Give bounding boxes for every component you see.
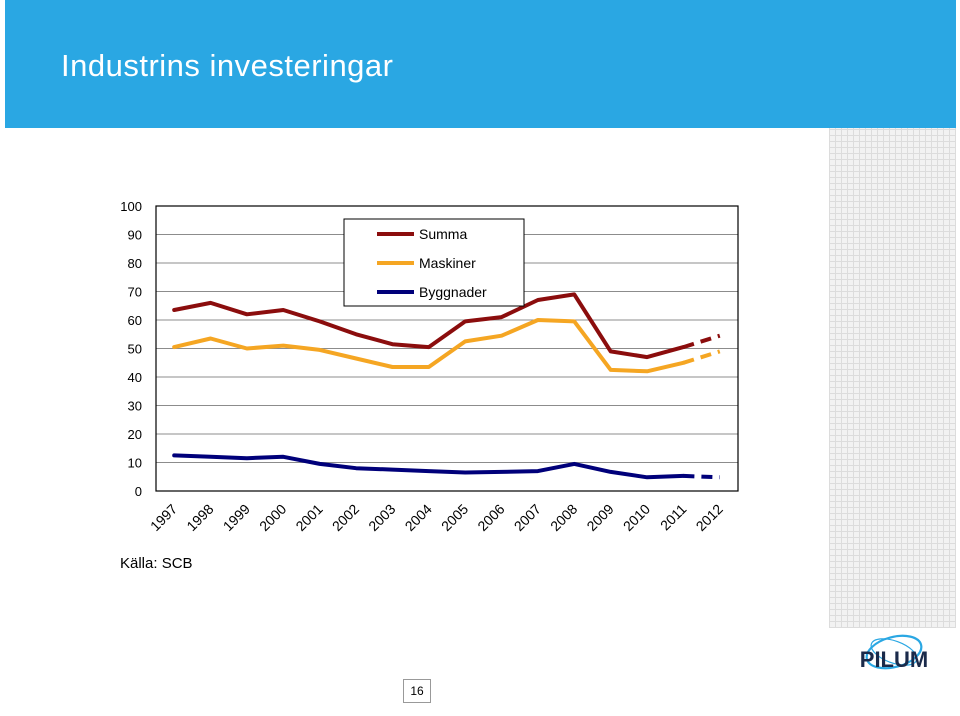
y-tick-label: 20 xyxy=(128,427,142,442)
legend-label: Maskiner xyxy=(419,255,476,271)
x-tick-label: 1998 xyxy=(183,501,216,534)
y-tick-label: 40 xyxy=(128,370,142,385)
series-forecast-maskiner xyxy=(682,349,721,365)
slide-header: Industrins investeringar xyxy=(5,0,956,128)
page-number: 16 xyxy=(403,679,431,703)
series-line-byggnader xyxy=(172,453,686,480)
y-tick-label: 60 xyxy=(128,313,142,328)
series-forecast-byggnader xyxy=(683,473,720,480)
y-tick-label: 0 xyxy=(135,484,142,499)
gridlines xyxy=(156,234,738,463)
logo-wordmark: PILUM xyxy=(860,647,928,672)
y-tick-label: 90 xyxy=(128,228,142,243)
y-tick-label: 80 xyxy=(128,256,142,271)
series-forecast-summa xyxy=(682,333,721,350)
series-line-maskiner xyxy=(172,318,686,374)
x-tick-label: 2010 xyxy=(620,501,653,534)
x-tick-label: 1997 xyxy=(147,501,180,534)
decorative-grid-strip xyxy=(829,128,956,628)
x-tick-label: 2003 xyxy=(365,501,398,534)
pilum-logo: PILUM xyxy=(860,634,928,672)
x-tick-label: 2008 xyxy=(547,501,580,534)
x-tick-label: 2005 xyxy=(438,501,471,534)
x-tick-label: 2004 xyxy=(402,501,435,534)
y-tick-label: 30 xyxy=(128,399,142,414)
x-tick-label: 2000 xyxy=(256,501,289,534)
x-tick-label: 2006 xyxy=(474,501,507,534)
x-tick-label: 2012 xyxy=(693,501,726,534)
series-line-summa xyxy=(172,292,686,360)
y-tick-label: 70 xyxy=(128,285,142,300)
y-tick-label: 50 xyxy=(128,342,142,357)
x-tick-label: 2009 xyxy=(583,501,616,534)
x-axis-ticks: 1997 1998 1999 2000 2001 2002 2003 2004 2005 2006… xyxy=(147,501,726,534)
legend-box xyxy=(343,218,525,307)
legend-label: Summa xyxy=(419,226,467,242)
x-tick-label: 2002 xyxy=(329,501,362,534)
y-axis-ticks: 0 10 20 30 40 50 60 70 80 90 100 xyxy=(120,199,142,499)
x-tick-label: 2011 xyxy=(657,501,690,534)
series-lines xyxy=(172,292,721,480)
x-tick-label: 2007 xyxy=(511,501,544,534)
source-note: Källa: SCB xyxy=(120,555,193,572)
plot-area-frame xyxy=(155,205,739,492)
x-tick-label: 2001 xyxy=(292,501,325,534)
legend: Summa Maskiner Byggnader xyxy=(343,218,525,307)
slide-title: Industrins investeringar xyxy=(61,48,394,83)
legend-label: Byggnader xyxy=(419,284,487,300)
y-tick-label: 100 xyxy=(120,199,142,214)
x-tick-label: 1999 xyxy=(220,501,253,534)
y-tick-label: 10 xyxy=(128,456,142,471)
